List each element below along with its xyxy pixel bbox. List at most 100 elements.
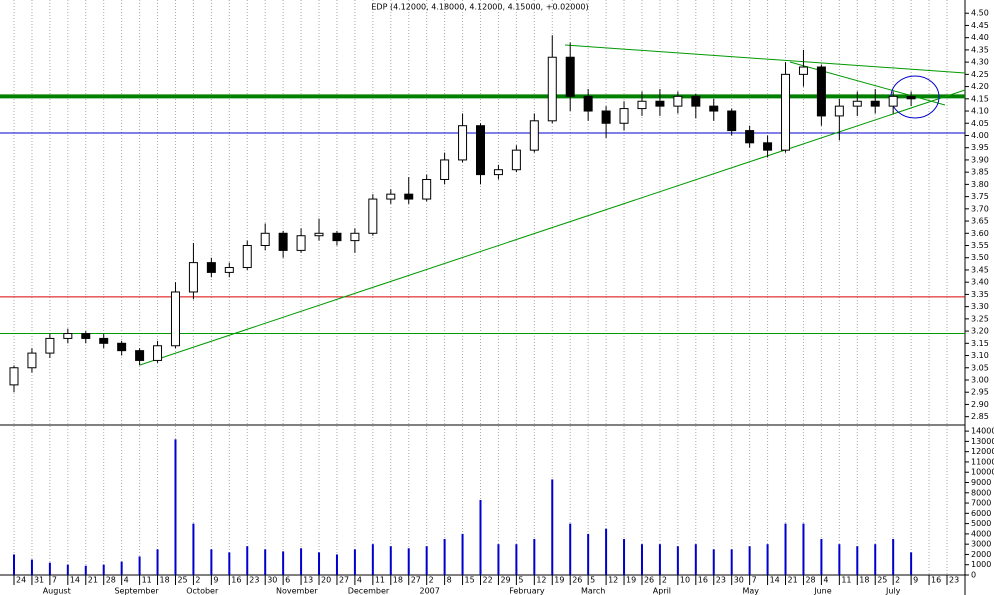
volume-bar (407, 548, 410, 575)
x-tick-label: 30 (734, 576, 744, 585)
candle-body (242, 245, 252, 269)
candle-body (27, 352, 37, 369)
volume-bar (874, 544, 877, 575)
x-tick-label: 18 (393, 576, 403, 585)
volume-bar (443, 539, 446, 575)
y-tick-label: 2000 (971, 550, 991, 559)
volume-bar (551, 479, 554, 575)
candle-body (727, 110, 737, 132)
candle-body (81, 333, 91, 339)
volume-bar (587, 533, 590, 575)
y-tick-label: 3.90 (971, 155, 989, 164)
y-tick-label: 3.15 (971, 339, 989, 348)
volume-bar (515, 544, 518, 575)
x-tick-label: 16 (931, 576, 941, 585)
x-tick-label: 16 (231, 576, 241, 585)
y-tick-label: 4.15 (971, 94, 989, 103)
y-tick-label: 13000 (971, 437, 994, 446)
x-tick-label: 27 (339, 576, 349, 585)
volume-bar (712, 549, 715, 575)
volume-bar (353, 549, 356, 575)
y-tick-label: 3.00 (971, 375, 989, 384)
x-tick-label: 4 (823, 576, 828, 585)
x-tick-label: 12 (536, 576, 546, 585)
candle-body (619, 108, 629, 124)
y-tick-label: 4.40 (971, 33, 989, 42)
candle-body (476, 125, 485, 176)
y-tick-label: 3.70 (971, 204, 989, 213)
x-tick-label: 28 (106, 576, 116, 585)
y-tick-label: 4.50 (971, 9, 989, 18)
volume-bar (174, 439, 177, 575)
volume-bar (820, 539, 823, 575)
volume-bar (479, 499, 482, 575)
y-tick-label: 3.20 (971, 327, 989, 336)
volume-bar (730, 549, 733, 575)
volume-bar (784, 523, 787, 575)
candle-body (906, 95, 916, 100)
volume-bar (30, 559, 33, 575)
y-tick-label: 14000 (971, 427, 994, 436)
candle-body (314, 232, 324, 237)
y-tick-label: 3.55 (971, 241, 989, 250)
volume-bar (425, 546, 428, 575)
volume-bar (120, 561, 123, 575)
candle-body (691, 95, 701, 107)
candle-body (170, 291, 180, 347)
candle-body (816, 66, 826, 117)
y-tick-label: 2.90 (971, 400, 989, 409)
volume-bar (264, 549, 267, 575)
y-tick-label: 3.10 (971, 351, 989, 360)
month-label: June (813, 587, 832, 595)
candle-body (278, 232, 288, 251)
x-tick-label: 9 (913, 576, 918, 585)
volume-bar (676, 546, 679, 575)
y-tick-label: 3.35 (971, 290, 989, 299)
volume-bar (335, 554, 338, 575)
y-tick-label: 5000 (971, 519, 991, 528)
volume-bar (497, 544, 500, 575)
volume-bar (892, 539, 895, 575)
candle-body (404, 193, 414, 200)
candle-body (99, 337, 109, 344)
candle-body (655, 100, 665, 107)
candle-body (511, 149, 521, 171)
volume-bar (156, 549, 159, 575)
x-tick-label: 6 (285, 576, 290, 585)
x-tick-label: 8 (447, 576, 452, 585)
candle-body (153, 345, 163, 361)
x-tick-label: 28 (805, 576, 815, 585)
candle-body (135, 350, 145, 361)
candle-body (565, 56, 575, 97)
x-tick-label: 27 (411, 576, 421, 585)
x-tick-label: 2 (195, 576, 200, 585)
candle-body (888, 95, 898, 107)
y-tick-label: 3.30 (971, 302, 989, 311)
y-tick-label: 3.25 (971, 314, 989, 323)
x-tick-label: 19 (554, 576, 564, 585)
x-tick-label: 23 (716, 576, 726, 585)
y-tick-label: 3000 (971, 540, 991, 549)
x-tick-label: 23 (249, 576, 259, 585)
volume-bar (210, 549, 213, 575)
x-tick-label: 9 (213, 576, 218, 585)
volume-bar (246, 546, 249, 575)
candle-body (117, 342, 127, 352)
x-tick-label: 2 (662, 576, 667, 585)
y-tick-label: 4.00 (971, 131, 989, 140)
volume-bar (748, 546, 751, 575)
volume-bar (318, 552, 321, 575)
volume-bar (48, 562, 51, 575)
x-tick-label: 11 (142, 576, 152, 585)
x-tick-label: 31 (34, 576, 44, 585)
month-label: May (742, 587, 759, 595)
candle-body (332, 232, 342, 242)
y-tick-label: 4.20 (971, 82, 989, 91)
candle-body (458, 125, 468, 161)
y-tick-label: 3.50 (971, 253, 989, 262)
x-tick-label: 30 (267, 576, 277, 585)
y-tick-label: 3.75 (971, 192, 989, 201)
x-tick-label: 4 (357, 576, 362, 585)
candle-body (583, 95, 593, 112)
y-tick-label: 3.45 (971, 265, 989, 274)
